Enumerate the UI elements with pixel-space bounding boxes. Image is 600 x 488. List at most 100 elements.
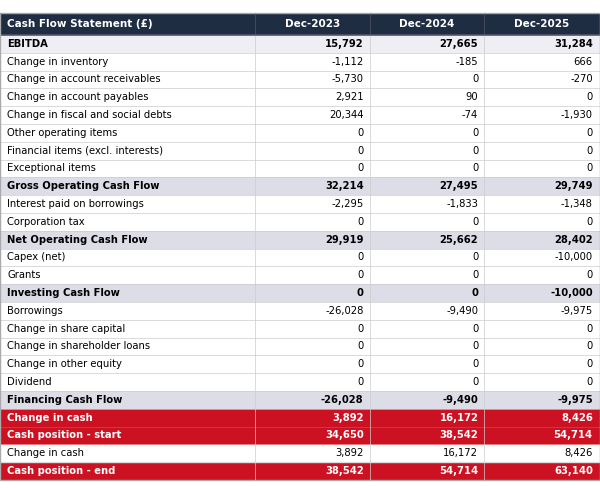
- Text: 0: 0: [472, 145, 478, 156]
- Text: Change in cash: Change in cash: [7, 413, 93, 423]
- Text: -9,975: -9,975: [557, 395, 593, 405]
- Text: 0: 0: [358, 324, 364, 334]
- Text: Change in account receivables: Change in account receivables: [7, 75, 161, 84]
- Text: 0: 0: [357, 288, 364, 298]
- Text: 20,344: 20,344: [329, 110, 364, 120]
- Bar: [0, 320, 600, 338]
- Text: 32,214: 32,214: [325, 181, 364, 191]
- Text: -1,930: -1,930: [561, 110, 593, 120]
- Bar: [0, 409, 600, 427]
- Bar: [0, 88, 600, 106]
- Text: 29,749: 29,749: [554, 181, 593, 191]
- Text: -26,028: -26,028: [325, 306, 364, 316]
- Text: 90: 90: [466, 92, 478, 102]
- Text: Dividend: Dividend: [7, 377, 52, 387]
- Bar: [0, 338, 600, 355]
- Text: 0: 0: [587, 342, 593, 351]
- Text: -1,112: -1,112: [331, 57, 364, 67]
- Text: 2,921: 2,921: [335, 92, 364, 102]
- Text: 8,426: 8,426: [561, 413, 593, 423]
- Bar: [0, 266, 600, 284]
- Text: Dec-2025: Dec-2025: [514, 19, 569, 29]
- Text: 0: 0: [472, 342, 478, 351]
- Text: 666: 666: [574, 57, 593, 67]
- Text: Borrowings: Borrowings: [7, 306, 63, 316]
- Text: 3,892: 3,892: [335, 448, 364, 458]
- Bar: [0, 142, 600, 160]
- Text: 0: 0: [358, 359, 364, 369]
- Text: 0: 0: [358, 128, 364, 138]
- Text: -10,000: -10,000: [554, 252, 593, 263]
- Text: 0: 0: [358, 270, 364, 280]
- Text: Dec-2023: Dec-2023: [284, 19, 340, 29]
- Bar: [0, 284, 600, 302]
- Text: 0: 0: [472, 163, 478, 173]
- Text: 34,650: 34,650: [325, 430, 364, 441]
- Text: Change in account payables: Change in account payables: [7, 92, 149, 102]
- Text: 0: 0: [358, 377, 364, 387]
- Bar: [0, 106, 600, 124]
- Text: Other operating items: Other operating items: [7, 128, 118, 138]
- Text: 0: 0: [587, 128, 593, 138]
- Bar: [0, 124, 600, 142]
- Text: 0: 0: [587, 217, 593, 227]
- Bar: [0, 231, 600, 248]
- Text: 54,714: 54,714: [439, 466, 478, 476]
- Text: 25,662: 25,662: [440, 235, 478, 244]
- Text: -9,490: -9,490: [442, 395, 478, 405]
- Text: Cash position - end: Cash position - end: [7, 466, 116, 476]
- Text: -1,833: -1,833: [446, 199, 478, 209]
- Bar: [0, 53, 600, 71]
- Text: 3,892: 3,892: [332, 413, 364, 423]
- Text: 8,426: 8,426: [565, 448, 593, 458]
- Text: Financial items (excl. interests): Financial items (excl. interests): [7, 145, 163, 156]
- Text: Dec-2024: Dec-2024: [399, 19, 455, 29]
- Text: Exceptional items: Exceptional items: [7, 163, 96, 173]
- Text: Investing Cash Flow: Investing Cash Flow: [7, 288, 120, 298]
- Bar: [0, 391, 600, 409]
- Text: Gross Operating Cash Flow: Gross Operating Cash Flow: [7, 181, 160, 191]
- Text: 0: 0: [587, 377, 593, 387]
- Text: -9,975: -9,975: [560, 306, 593, 316]
- Bar: [0, 355, 600, 373]
- Text: -74: -74: [462, 110, 478, 120]
- Text: Change in fiscal and social debts: Change in fiscal and social debts: [7, 110, 172, 120]
- Text: 0: 0: [472, 252, 478, 263]
- Bar: [0, 13, 600, 35]
- Text: 54,714: 54,714: [554, 430, 593, 441]
- Text: 63,140: 63,140: [554, 466, 593, 476]
- Text: 27,495: 27,495: [440, 181, 478, 191]
- Text: 27,665: 27,665: [440, 39, 478, 49]
- Text: 0: 0: [358, 145, 364, 156]
- Bar: [0, 195, 600, 213]
- Text: 0: 0: [587, 92, 593, 102]
- Bar: [0, 445, 600, 462]
- Text: 0: 0: [587, 359, 593, 369]
- Text: Capex (net): Capex (net): [7, 252, 65, 263]
- Bar: [0, 35, 600, 53]
- Text: -270: -270: [570, 75, 593, 84]
- Text: EBITDA: EBITDA: [7, 39, 48, 49]
- Text: Cash position - start: Cash position - start: [7, 430, 122, 441]
- Text: 0: 0: [472, 270, 478, 280]
- Text: -9,490: -9,490: [446, 306, 478, 316]
- Text: 28,402: 28,402: [554, 235, 593, 244]
- Text: 0: 0: [472, 217, 478, 227]
- Text: -185: -185: [455, 57, 478, 67]
- Bar: [0, 248, 600, 266]
- Text: -10,000: -10,000: [550, 288, 593, 298]
- Text: 16,172: 16,172: [443, 448, 478, 458]
- Text: Grants: Grants: [7, 270, 41, 280]
- Text: Financing Cash Flow: Financing Cash Flow: [7, 395, 122, 405]
- Text: 0: 0: [587, 145, 593, 156]
- Text: 0: 0: [472, 75, 478, 84]
- Bar: [0, 462, 600, 480]
- Text: Corporation tax: Corporation tax: [7, 217, 85, 227]
- Text: 0: 0: [587, 324, 593, 334]
- Text: Net Operating Cash Flow: Net Operating Cash Flow: [7, 235, 148, 244]
- Text: 31,284: 31,284: [554, 39, 593, 49]
- Text: 0: 0: [358, 252, 364, 263]
- Text: 0: 0: [472, 324, 478, 334]
- Text: 38,542: 38,542: [439, 430, 478, 441]
- Bar: [0, 302, 600, 320]
